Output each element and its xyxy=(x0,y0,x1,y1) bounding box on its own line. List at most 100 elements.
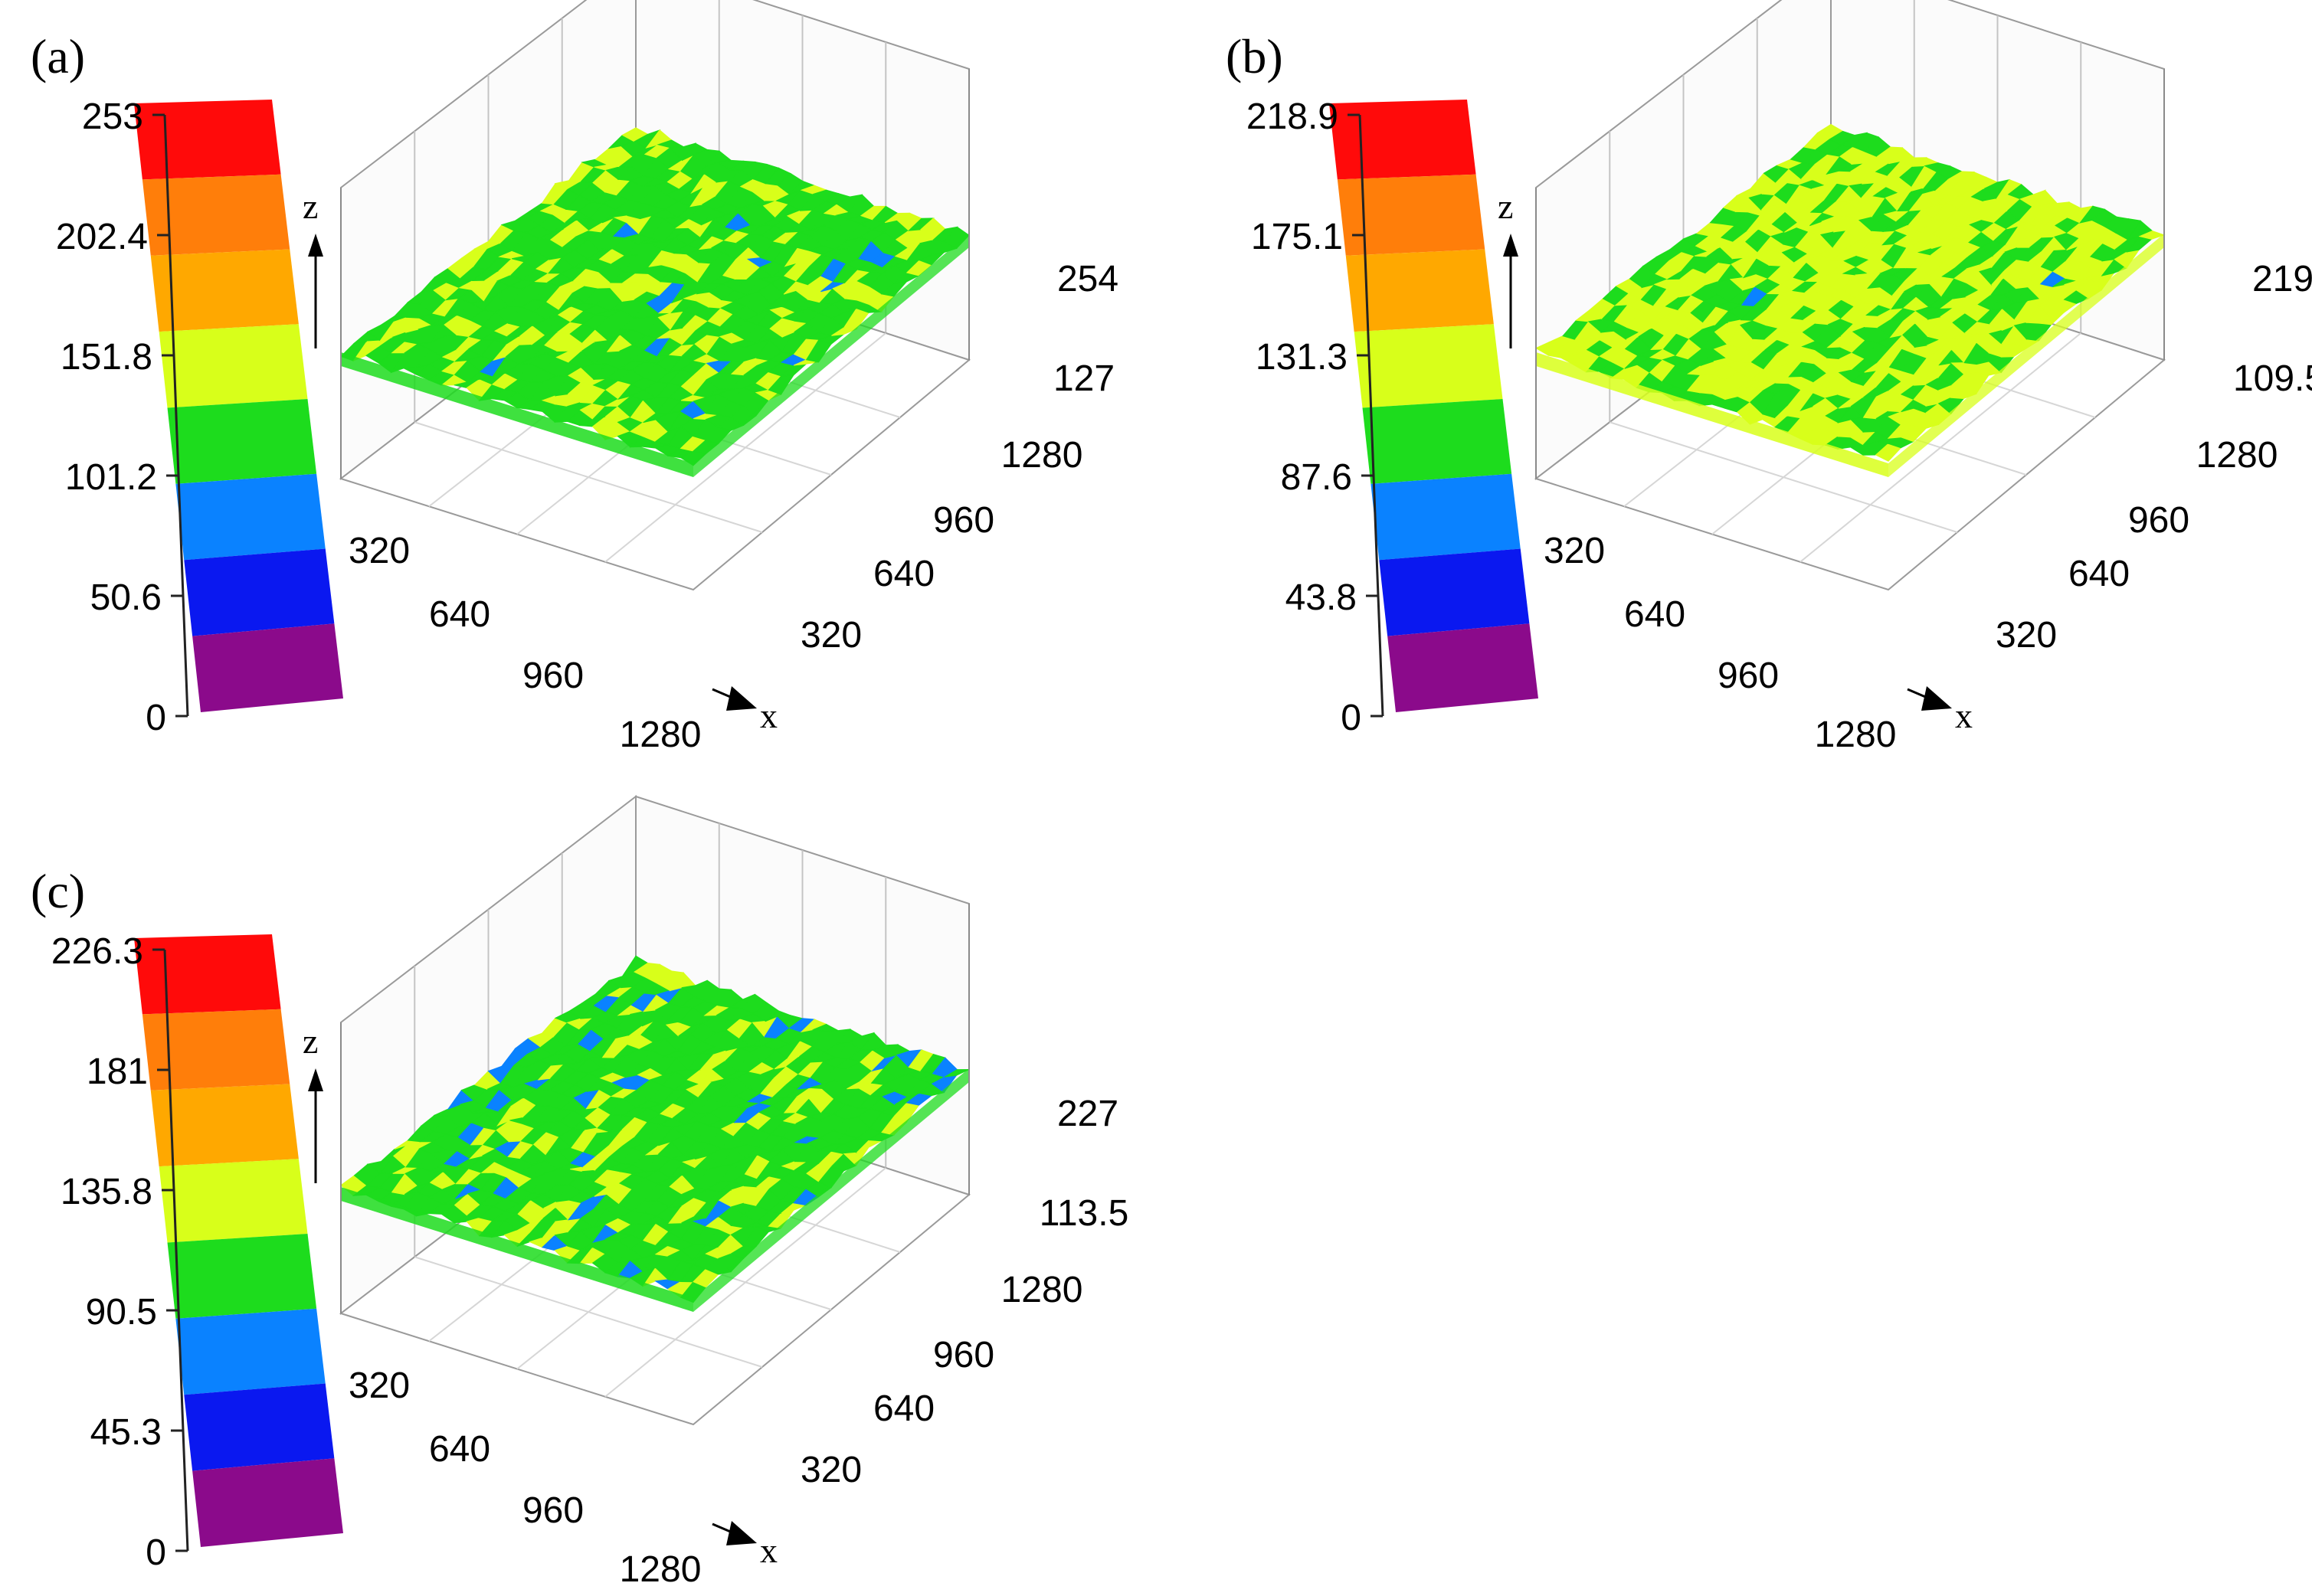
colorbar-tick-label: 101.2 xyxy=(65,457,157,498)
floor-grid-line xyxy=(604,332,886,563)
colorbar-band xyxy=(1354,324,1503,408)
panel-1: (a)253202.4151.8101.250.60zx320640960128… xyxy=(31,0,1118,755)
x-tick-label: 1280 xyxy=(620,1549,702,1590)
colorbar-tick-label: 151.8 xyxy=(61,337,152,378)
colorbar-tick-label: 90.5 xyxy=(86,1292,157,1333)
colorbar-band xyxy=(134,100,281,180)
y-tick-label: 320 xyxy=(801,1450,862,1490)
colorbar-tick-label: 50.6 xyxy=(90,577,162,618)
colorbar-band xyxy=(159,1159,308,1243)
x-tick-label: 320 xyxy=(1544,531,1605,571)
colorbar-tick-label: 135.8 xyxy=(61,1172,152,1212)
y-tick-label: 320 xyxy=(1996,615,2057,656)
colorbar-band xyxy=(192,1458,343,1547)
colorbar-axis xyxy=(1358,114,1384,717)
colorbar-band xyxy=(1379,548,1530,636)
x-axis-arrowhead xyxy=(726,686,757,711)
y-tick-label: 1280 xyxy=(1001,435,1083,476)
colorbar-band xyxy=(1345,249,1494,332)
colorbar-tick-label: 43.8 xyxy=(1285,577,1357,618)
x-tick-label: 320 xyxy=(349,531,410,571)
z-tick-label: 109.5 xyxy=(2233,358,2312,399)
x-tick-label: 640 xyxy=(1624,594,1685,635)
x-tick-label: 960 xyxy=(522,656,584,696)
panel-3: (c)226.3181135.890.545.30zx3206409601280… xyxy=(31,794,1129,1590)
y-tick-label: 640 xyxy=(873,1388,935,1429)
colorbar-tick-label: 0 xyxy=(1341,698,1361,738)
x-tick-label: 320 xyxy=(349,1365,410,1406)
surface-skirt xyxy=(1536,352,1888,477)
panels: (a)253202.4151.8101.250.60zx320640960128… xyxy=(31,0,2312,1590)
z-tick-label: 254 xyxy=(1057,259,1118,299)
surface-skirt xyxy=(341,352,693,477)
colorbar-band xyxy=(1337,174,1485,256)
y-tick-label: 1280 xyxy=(1001,1270,1083,1310)
colorbar-band xyxy=(167,399,317,484)
surface-skirt xyxy=(693,1068,969,1312)
colorbar-band xyxy=(134,934,281,1015)
colorbar-tick-label: 175.1 xyxy=(1251,217,1343,257)
surface-skirt xyxy=(693,234,969,477)
colorbar-band xyxy=(192,623,343,712)
colorbar-band xyxy=(150,1084,299,1167)
colorbar-tick-label: 131.3 xyxy=(1256,337,1348,378)
floor-grid-line xyxy=(1799,332,2081,563)
x-axis-label: x xyxy=(760,696,778,735)
x-axis-label: x xyxy=(1955,696,1973,735)
colorbar-band xyxy=(175,1308,326,1395)
floor-grid-line xyxy=(604,1167,886,1398)
panel-label: (a) xyxy=(31,29,85,83)
x-tick-label: 640 xyxy=(429,1429,490,1470)
panel-label: (b) xyxy=(1226,29,1283,83)
x-tick-label: 1280 xyxy=(620,715,702,755)
y-tick-label: 960 xyxy=(2128,500,2189,541)
z-tick-label: 113.5 xyxy=(1040,1193,1129,1234)
colorbar-band xyxy=(184,548,335,636)
colorbar-band xyxy=(184,1383,335,1471)
colorbar-tick-label: 0 xyxy=(146,1532,166,1573)
colorbar-axis xyxy=(163,114,189,717)
y-tick-label: 1280 xyxy=(2196,435,2278,476)
y-tick-label: 320 xyxy=(801,615,862,656)
panel-label: (c) xyxy=(31,864,85,918)
colorbar-tick-label: 226.3 xyxy=(51,931,143,972)
x-tick-label: 640 xyxy=(429,594,490,635)
z-tick-label: 227 xyxy=(1057,1094,1118,1134)
surface-skirt xyxy=(341,1187,693,1312)
panel-2: (b)218.9175.1131.387.643.80zx32064096012… xyxy=(1226,0,2312,755)
z-axis-label: z xyxy=(303,187,318,226)
colorbar-band xyxy=(1362,399,1512,484)
colorbar-tick-label: 218.9 xyxy=(1246,96,1338,137)
x-tick-label: 960 xyxy=(1718,656,1779,696)
colorbar-band xyxy=(1387,623,1538,712)
colorbar-tick-label: 253 xyxy=(82,96,143,137)
x-axis-label: x xyxy=(760,1531,778,1570)
y-tick-label: 960 xyxy=(933,500,994,541)
colorbar-band xyxy=(1370,473,1521,561)
colorbar-band xyxy=(167,1234,317,1319)
colorbar-band xyxy=(175,473,326,561)
colorbar-axis xyxy=(163,949,189,1552)
z-axis-arrowhead xyxy=(1503,234,1518,257)
x-axis-arrowhead xyxy=(726,1521,757,1545)
x-tick-label: 960 xyxy=(522,1490,584,1531)
colorbar-band xyxy=(142,1009,290,1091)
colorbar-tick-label: 0 xyxy=(146,698,166,738)
y-tick-label: 960 xyxy=(933,1335,994,1375)
y-tick-label: 640 xyxy=(2068,554,2130,594)
colorbar-tick-label: 45.3 xyxy=(90,1412,162,1453)
x-tick-label: 1280 xyxy=(1815,715,1897,755)
colorbar-band xyxy=(142,174,290,256)
colorbar-tick-label: 202.4 xyxy=(56,217,148,257)
z-axis-arrowhead xyxy=(308,1068,323,1091)
y-tick-label: 640 xyxy=(873,554,935,594)
surface xyxy=(340,127,970,466)
colorbar-band xyxy=(150,249,299,332)
z-axis-label: z xyxy=(303,1022,318,1061)
colorbar-tick-label: 87.6 xyxy=(1281,457,1352,498)
z-axis-label: z xyxy=(1498,187,1513,226)
surface-skirt xyxy=(1888,234,2164,477)
colorbar-band xyxy=(159,324,308,408)
z-tick-label: 219 xyxy=(2252,259,2312,299)
